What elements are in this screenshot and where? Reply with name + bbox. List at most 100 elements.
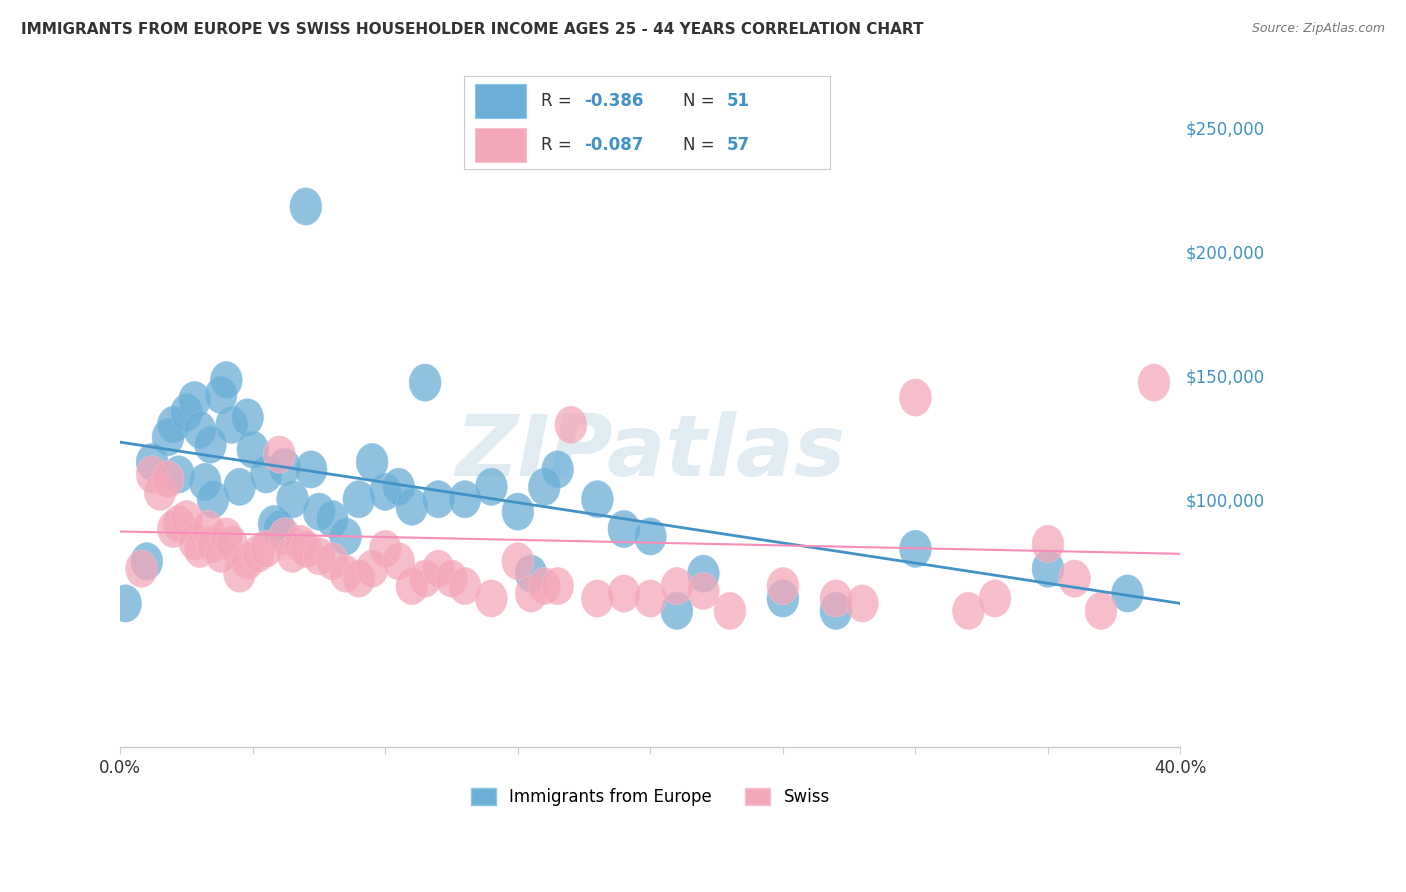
Ellipse shape	[304, 493, 335, 530]
Ellipse shape	[607, 575, 640, 612]
Ellipse shape	[1032, 525, 1064, 563]
Text: Source: ZipAtlas.com: Source: ZipAtlas.com	[1251, 22, 1385, 36]
Ellipse shape	[343, 481, 375, 518]
Ellipse shape	[422, 550, 454, 587]
Ellipse shape	[582, 580, 613, 617]
Ellipse shape	[356, 443, 388, 481]
Ellipse shape	[179, 382, 211, 418]
Ellipse shape	[768, 567, 799, 605]
Ellipse shape	[370, 473, 401, 510]
Ellipse shape	[449, 481, 481, 518]
Ellipse shape	[263, 510, 295, 548]
Ellipse shape	[277, 481, 308, 518]
Ellipse shape	[224, 468, 256, 506]
Ellipse shape	[502, 542, 534, 580]
Text: -0.386: -0.386	[585, 92, 644, 110]
Ellipse shape	[502, 493, 534, 530]
Ellipse shape	[163, 456, 194, 493]
Ellipse shape	[449, 567, 481, 605]
Ellipse shape	[661, 567, 693, 605]
Text: -0.087: -0.087	[585, 136, 644, 154]
Ellipse shape	[304, 538, 335, 575]
Ellipse shape	[1059, 560, 1091, 598]
Ellipse shape	[157, 406, 190, 443]
Ellipse shape	[529, 567, 560, 605]
Ellipse shape	[515, 575, 547, 612]
Ellipse shape	[396, 567, 427, 605]
Ellipse shape	[269, 449, 301, 485]
Ellipse shape	[179, 523, 211, 560]
Ellipse shape	[634, 580, 666, 617]
Legend: Immigrants from Europe, Swiss: Immigrants from Europe, Swiss	[464, 781, 837, 813]
Ellipse shape	[768, 580, 799, 617]
Ellipse shape	[232, 542, 263, 580]
Ellipse shape	[136, 443, 167, 481]
Ellipse shape	[170, 500, 202, 538]
Ellipse shape	[382, 468, 415, 506]
Ellipse shape	[190, 463, 221, 500]
Ellipse shape	[475, 468, 508, 506]
Ellipse shape	[211, 361, 242, 399]
Ellipse shape	[250, 530, 283, 567]
Ellipse shape	[131, 542, 163, 580]
Ellipse shape	[436, 560, 468, 598]
Ellipse shape	[316, 542, 349, 580]
Ellipse shape	[475, 580, 508, 617]
Ellipse shape	[607, 510, 640, 548]
Ellipse shape	[145, 473, 176, 510]
Ellipse shape	[382, 542, 415, 580]
FancyBboxPatch shape	[475, 84, 526, 118]
Text: N =: N =	[683, 136, 720, 154]
Ellipse shape	[136, 456, 167, 493]
Ellipse shape	[238, 431, 269, 468]
Ellipse shape	[688, 573, 720, 609]
Text: R =: R =	[541, 92, 576, 110]
Ellipse shape	[284, 525, 316, 563]
Ellipse shape	[290, 530, 322, 567]
Text: R =: R =	[541, 136, 576, 154]
Ellipse shape	[515, 555, 547, 592]
Ellipse shape	[409, 364, 441, 401]
Ellipse shape	[110, 585, 142, 622]
Ellipse shape	[152, 461, 184, 498]
Ellipse shape	[125, 550, 157, 587]
Ellipse shape	[163, 506, 194, 542]
Ellipse shape	[820, 592, 852, 630]
Ellipse shape	[396, 488, 427, 525]
Ellipse shape	[541, 450, 574, 488]
Ellipse shape	[329, 555, 361, 592]
Ellipse shape	[634, 518, 666, 555]
Ellipse shape	[290, 188, 322, 225]
Text: N =: N =	[683, 92, 720, 110]
Ellipse shape	[555, 406, 586, 443]
Ellipse shape	[250, 456, 283, 493]
Ellipse shape	[979, 580, 1011, 617]
Ellipse shape	[422, 481, 454, 518]
Text: 51: 51	[727, 92, 751, 110]
FancyBboxPatch shape	[475, 128, 526, 162]
Ellipse shape	[1085, 592, 1116, 630]
Ellipse shape	[232, 399, 263, 436]
Ellipse shape	[184, 530, 215, 567]
Ellipse shape	[277, 535, 308, 573]
Ellipse shape	[152, 418, 184, 456]
Ellipse shape	[409, 560, 441, 598]
Ellipse shape	[184, 411, 215, 449]
Ellipse shape	[295, 450, 328, 488]
Ellipse shape	[529, 468, 560, 506]
Ellipse shape	[952, 592, 984, 630]
Text: IMMIGRANTS FROM EUROPE VS SWISS HOUSEHOLDER INCOME AGES 25 - 44 YEARS CORRELATIO: IMMIGRANTS FROM EUROPE VS SWISS HOUSEHOL…	[21, 22, 924, 37]
Ellipse shape	[205, 535, 238, 573]
Ellipse shape	[1137, 364, 1170, 401]
Ellipse shape	[661, 592, 693, 630]
Ellipse shape	[714, 592, 745, 630]
Ellipse shape	[356, 550, 388, 587]
Ellipse shape	[242, 535, 274, 573]
Ellipse shape	[263, 436, 295, 473]
Ellipse shape	[329, 518, 361, 555]
Ellipse shape	[688, 555, 720, 592]
Ellipse shape	[170, 393, 202, 431]
Ellipse shape	[215, 406, 247, 443]
Ellipse shape	[197, 525, 229, 563]
Ellipse shape	[316, 500, 349, 538]
